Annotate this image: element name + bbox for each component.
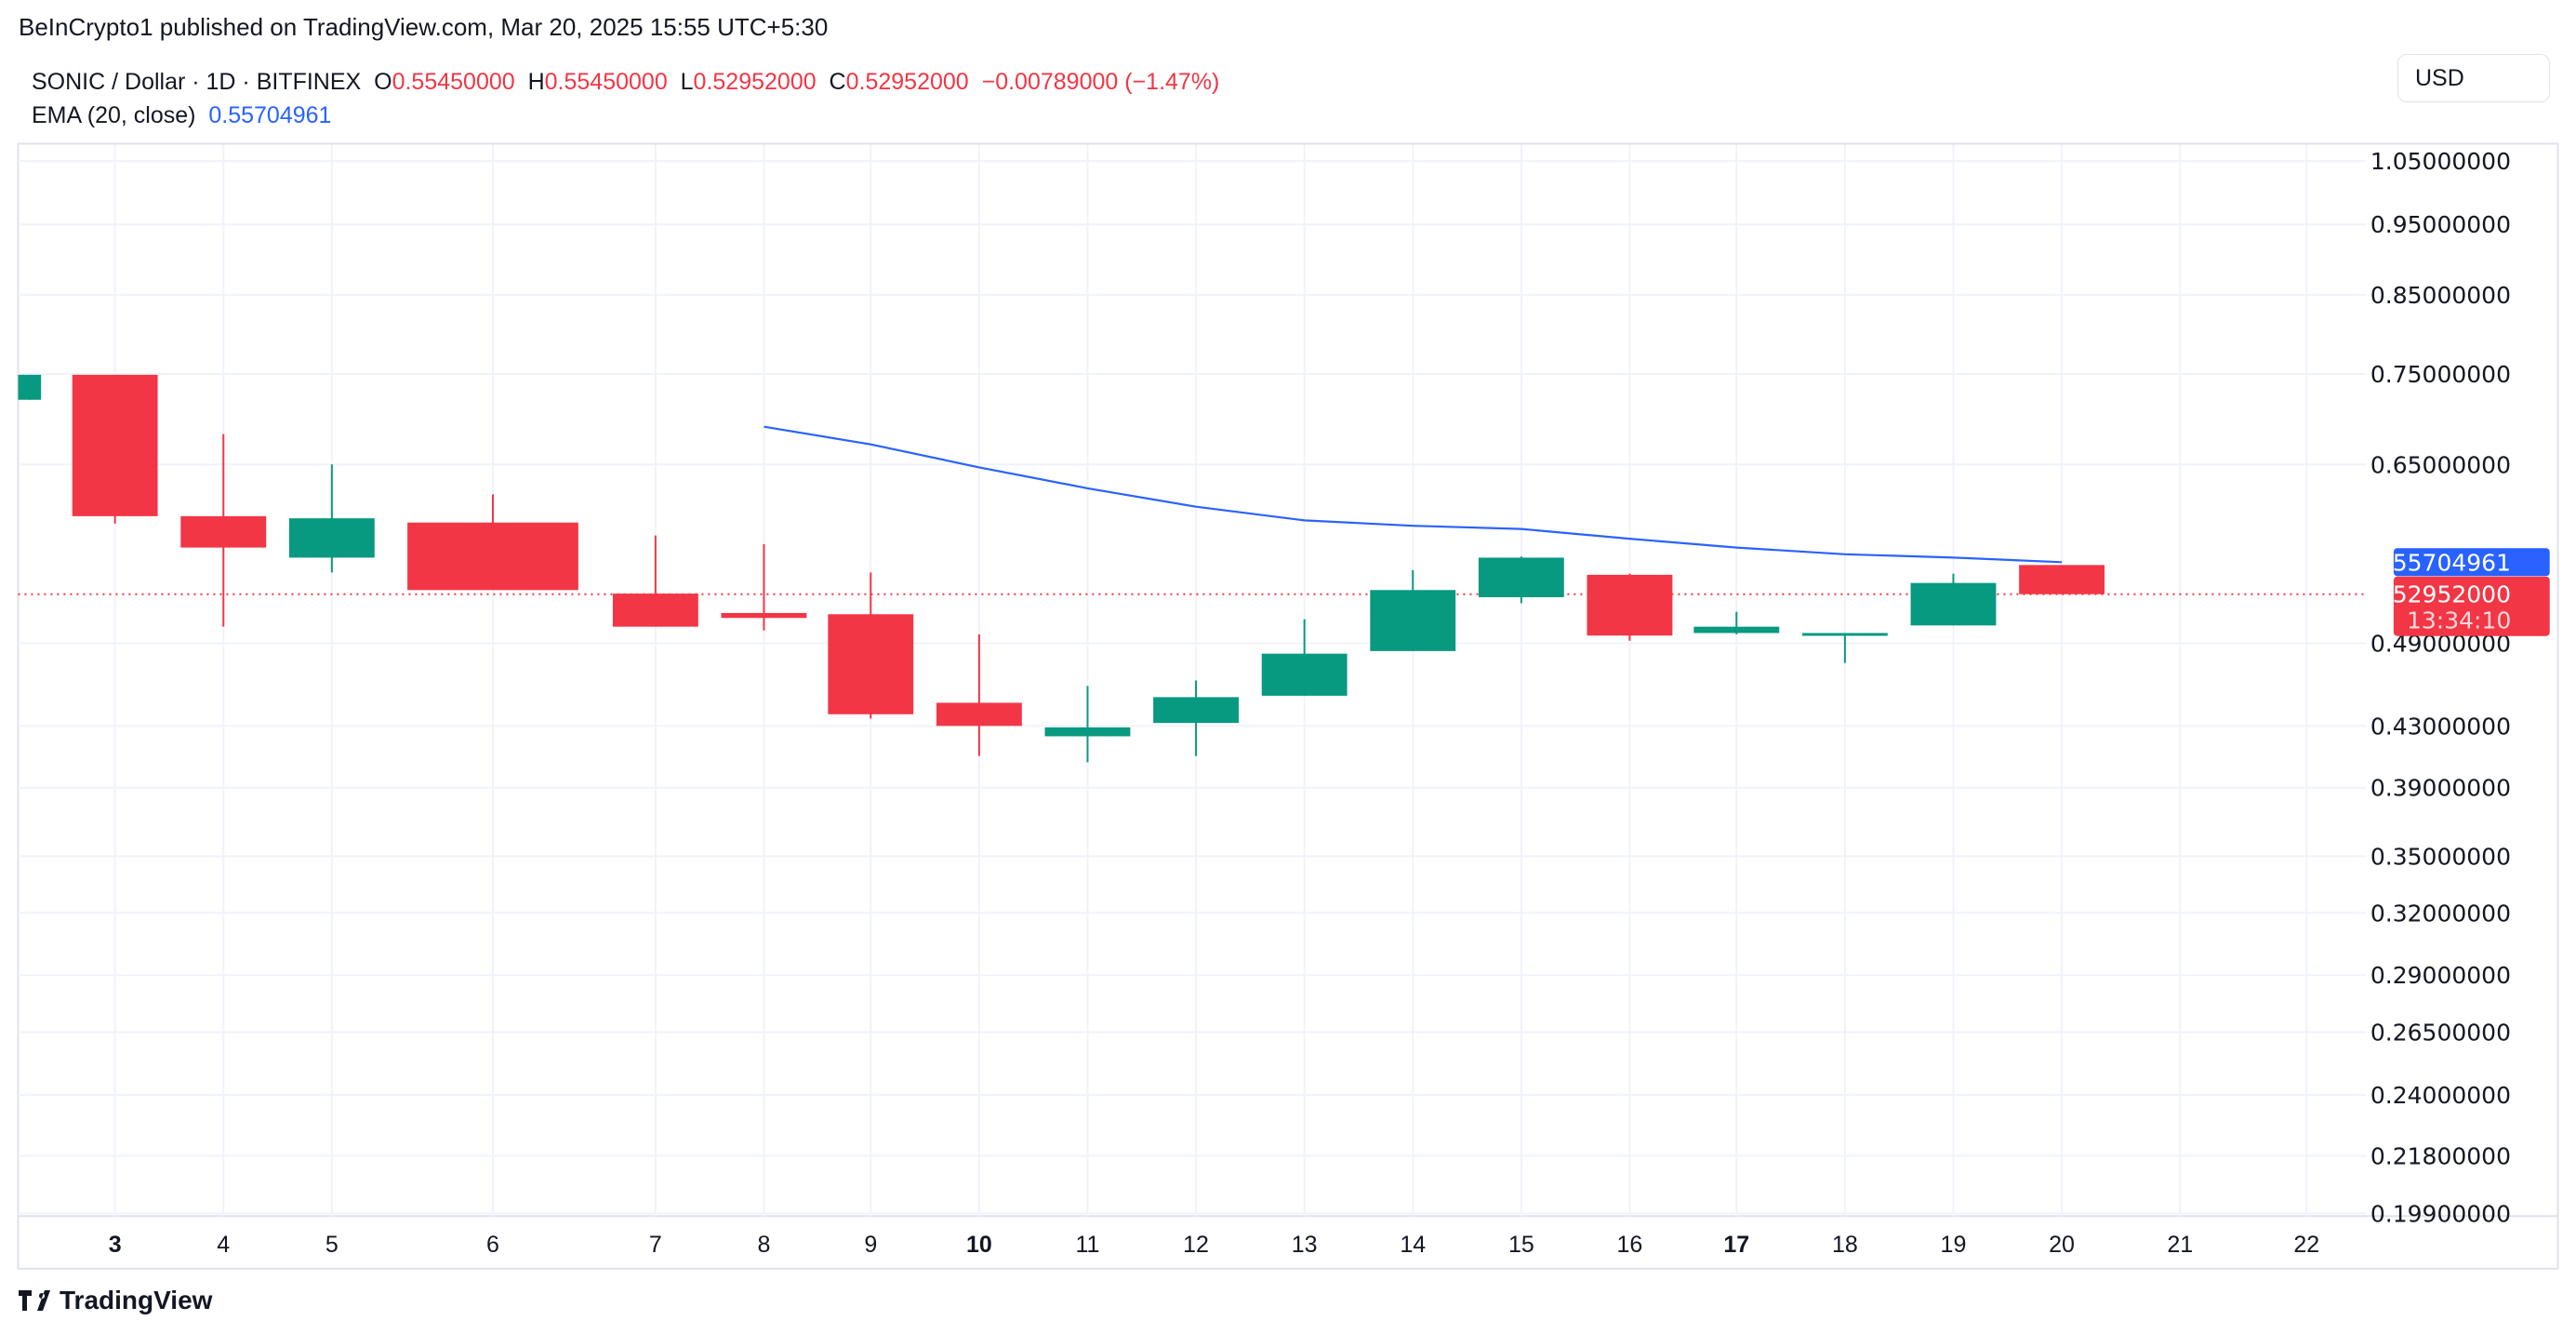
close-value: 0.52952000 (845, 69, 969, 95)
candle-body (1370, 590, 1456, 651)
candle-body (1587, 574, 1673, 636)
high-value: 0.55450000 (544, 69, 668, 95)
high-label: H (527, 69, 545, 95)
time-axis-label: 12 (1183, 1232, 1209, 1258)
open-value: 0.55450000 (392, 69, 515, 95)
candle-body (1910, 582, 1997, 626)
price-axis-label: 0.19900000 (2370, 1200, 2511, 1227)
price-axis-label: 0.24000000 (2370, 1082, 2511, 1109)
candles-group (18, 374, 2366, 763)
time-axis-label: 8 (758, 1232, 771, 1258)
candle-body (1261, 653, 1348, 696)
close-label: C (829, 69, 846, 95)
ema-legend: EMA (20, close) 0.55704961 (32, 99, 1219, 132)
brand-name: TradingView (60, 1286, 213, 1314)
time-axis-label: 22 (2293, 1232, 2319, 1258)
bar-countdown: 13:34:10 (2407, 607, 2511, 634)
low-label: L (680, 69, 694, 95)
time-axis-label: 15 (1508, 1232, 1534, 1258)
time-axis-label: 14 (1400, 1232, 1426, 1258)
tradingview-logo[interactable]: TradingView (19, 1286, 212, 1315)
time-axis-label: 19 (1941, 1232, 1967, 1258)
candle-body (936, 702, 1022, 727)
time-axis-label: 20 (2049, 1232, 2075, 1258)
candle-body (1693, 626, 1780, 634)
ema-price-tag (2393, 548, 2550, 577)
time-axis-label: 6 (486, 1232, 499, 1258)
time-axis-label: 3 (109, 1232, 122, 1258)
low-value: 0.52952000 (693, 69, 817, 95)
candle-body (721, 612, 807, 619)
price-axis-label: 0.35000000 (2370, 843, 2511, 870)
price-axis-label: 0.39000000 (2370, 775, 2511, 802)
symbol-title[interactable]: SONIC / Dollar · 1D · BITFINEX (32, 69, 362, 95)
chart-legend: SONIC / Dollar · 1D · BITFINEX O0.554500… (32, 65, 1219, 132)
currency-button[interactable]: USD (2397, 54, 2550, 102)
candle-body (612, 594, 698, 627)
price-axis-label: 0.43000000 (2370, 713, 2511, 740)
symbol-legend: SONIC / Dollar · 1D · BITFINEX O0.554500… (32, 65, 1219, 99)
candle-body (288, 518, 375, 558)
price-axis-label: 0.21800000 (2370, 1142, 2511, 1169)
candle-body (1478, 557, 1564, 597)
ema-value: 0.55704961 (208, 102, 332, 128)
ema-line (764, 425, 2063, 564)
time-axis-label: 11 (1076, 1232, 1100, 1258)
time-axis-label: 17 (1723, 1232, 1749, 1258)
price-axis-label: 0.85000000 (2370, 282, 2511, 309)
time-axis-label: 13 (1292, 1232, 1318, 1258)
price-axis-label: 0.65000000 (2370, 451, 2511, 478)
price-axis-label: 0.75000000 (2370, 361, 2511, 388)
candle-body (407, 522, 578, 591)
last-price-tag (2393, 576, 2550, 636)
price-axis-label: 0.32000000 (2370, 900, 2511, 927)
candle-body (18, 374, 42, 400)
price-axis-label: 1.05000000 (2370, 148, 2511, 175)
time-axis-label: 5 (325, 1232, 339, 1258)
candle-body (1044, 727, 1131, 737)
price-axis-label: 0.26500000 (2370, 1020, 2511, 1047)
open-label: O (374, 69, 392, 95)
price-axis-label: 0.95000000 (2370, 211, 2511, 238)
tradingview-logo-icon (19, 1290, 50, 1311)
publish-info: BeInCrypto1 published on TradingView.com… (19, 13, 829, 41)
time-axis-label: 10 (966, 1232, 992, 1258)
last-price-tag-text: 0.52952000 (2370, 581, 2511, 608)
candle-body (828, 614, 914, 714)
time-axis-label: 18 (1832, 1232, 1858, 1258)
time-axis-label: 7 (649, 1232, 662, 1258)
time-axis-label: 21 (2167, 1232, 2193, 1258)
chart-frame (17, 142, 2559, 1270)
candle-body (1801, 633, 1888, 636)
ema-title[interactable]: EMA (20, close) (32, 102, 196, 128)
price-axis-label: 0.29000000 (2370, 962, 2511, 989)
time-axis-label: 16 (1617, 1232, 1643, 1258)
candle-body (2019, 565, 2105, 594)
time-axis-label: 4 (217, 1232, 230, 1258)
ema-price-tag-text: 0.55704961 (2370, 549, 2511, 576)
candle-body (180, 515, 267, 548)
change-value: −0.00789000 (−1.47%) (981, 69, 1220, 95)
candle-body (1153, 697, 1240, 724)
candle-body (72, 374, 158, 516)
time-axis-label: 9 (864, 1232, 877, 1258)
